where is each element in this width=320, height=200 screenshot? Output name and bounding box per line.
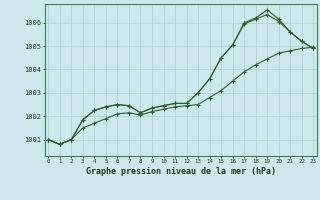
- X-axis label: Graphe pression niveau de la mer (hPa): Graphe pression niveau de la mer (hPa): [86, 167, 276, 176]
